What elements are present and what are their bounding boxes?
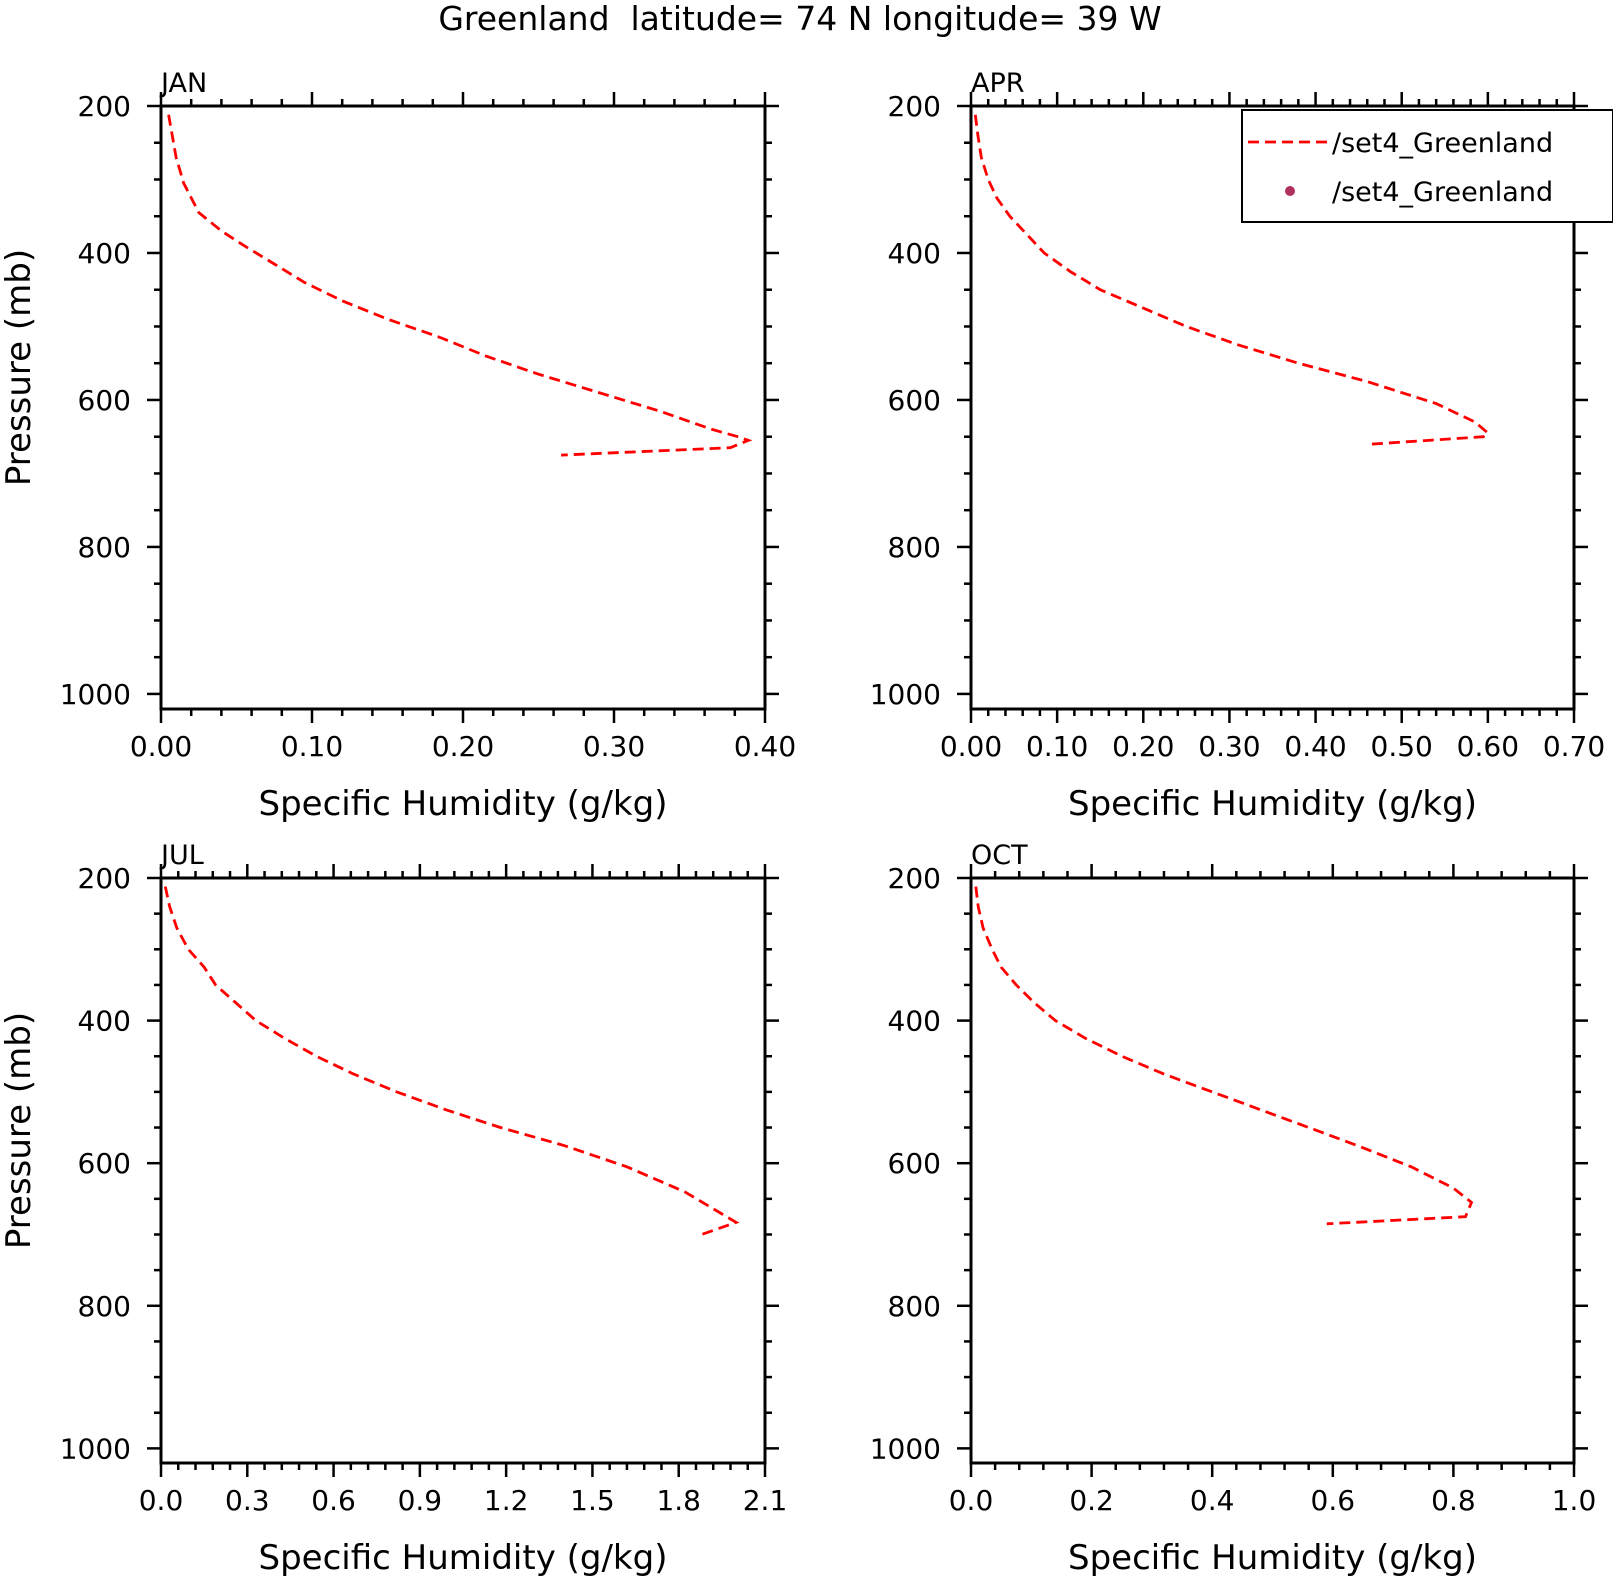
data-line (974, 886, 1474, 1226)
panel-title: OCT (971, 840, 1028, 871)
x-tick-label: 0.8 (1431, 1484, 1476, 1517)
x-tick-label: 1.8 (656, 1484, 701, 1517)
y-tick-label: 1000 (870, 678, 941, 711)
y-tick-label: 1000 (870, 1432, 941, 1465)
x-tick-label: 0.00 (130, 730, 192, 763)
data-line (973, 114, 1491, 446)
legend-entry-dot-label: /set4_Greenland (1332, 177, 1553, 208)
figure-title: Greenland latitude= 74 N longitude= 39 W (438, 0, 1161, 38)
x-tick-label: 0.6 (311, 1484, 356, 1517)
x-tick-label: 1.2 (484, 1484, 529, 1517)
y-tick-label: 400 (78, 237, 131, 270)
y-axis-title: Pressure (mb) (0, 1012, 39, 1249)
x-tick-label: 0.50 (1371, 730, 1433, 763)
legend-dot-swatch (1285, 186, 1295, 196)
legend: /set4_Greenland /set4_Greenland (1241, 109, 1613, 223)
x-tick-label: 0.30 (1198, 730, 1260, 763)
y-tick-label: 600 (888, 1147, 941, 1180)
x-tick-label: 0.10 (1026, 730, 1088, 763)
y-tick-label: 600 (888, 384, 941, 417)
chart-panel-jul: JUL 0.0 0.3 0.6 0.9 1.2 1.5 1.8 2.1 200 400 600 800 1… (0, 840, 787, 1578)
y-tick-label: 800 (888, 531, 941, 564)
x-axis-title: Specific Humidity (g/kg) (259, 1538, 668, 1578)
x-tick-label: 0.20 (432, 730, 494, 763)
x-tick-label: 0.70 (1543, 730, 1605, 763)
x-axis-title: Specific Humidity (g/kg) (1068, 784, 1477, 824)
y-tick-label: 800 (888, 1290, 941, 1323)
x-tick-label: 0.30 (583, 730, 645, 763)
chart-panel-apr: APR 0.00 0.10 0.20 0.30 0.40 0.50 0.60 0.70 200 40… (870, 68, 1605, 824)
legend-box (1241, 109, 1613, 223)
x-tick-label: 0.3 (225, 1484, 270, 1517)
y-axis-title: Pressure (mb) (0, 249, 39, 486)
y-tick-label: 200 (888, 862, 941, 895)
chart-panel-oct: OCT 0.0 0.2 0.4 0.6 0.8 1.0 200 400 600 800 1000 Spe… (870, 840, 1597, 1578)
x-tick-label: 0.40 (734, 730, 796, 763)
y-tick-label: 600 (78, 1147, 131, 1180)
x-axis-title: Specific Humidity (g/kg) (259, 784, 668, 824)
data-line (163, 886, 740, 1236)
x-tick-label: 0.2 (1069, 1484, 1114, 1517)
x-tick-label: 1.0 (1552, 1484, 1597, 1517)
x-tick-label: 0.9 (398, 1484, 443, 1517)
x-axis-title: Specific Humidity (g/kg) (1068, 1538, 1477, 1578)
x-tick-label: 0.4 (1190, 1484, 1235, 1517)
plot-frame (159, 876, 767, 1465)
x-tick-label: 0.10 (281, 730, 343, 763)
y-tick-label: 400 (888, 237, 941, 270)
legend-entry-line-label: /set4_Greenland (1332, 128, 1553, 159)
panel-title: JUL (159, 840, 204, 871)
x-tick-label: 0.0 (139, 1484, 184, 1517)
y-tick-label: 400 (78, 1005, 131, 1038)
data-line (167, 114, 753, 457)
y-tick-label: 1000 (60, 678, 131, 711)
x-tick-label: 2.1 (743, 1484, 788, 1517)
x-tick-label: 0.60 (1457, 730, 1519, 763)
x-tick-label: 0.40 (1284, 730, 1346, 763)
y-tick-label: 200 (78, 862, 131, 895)
x-tick-label: 0.20 (1112, 730, 1174, 763)
x-tick-label: 1.5 (570, 1484, 615, 1517)
panel-title: APR (971, 68, 1025, 99)
x-tick-label: 0.00 (940, 730, 1002, 763)
y-tick-label: 1000 (60, 1432, 131, 1465)
plot-frame (969, 876, 1576, 1465)
chart-panel-jan: JAN 0.00 0.10 0.20 0.30 0.40 200 400 600 800 1000 S… (0, 68, 796, 824)
panel-title: JAN (159, 68, 207, 99)
panel-grid: JAN 0.00 0.10 0.20 0.30 0.40 200 400 600 800 1000 S… (0, 68, 1605, 1578)
x-tick-label: 0.0 (949, 1484, 994, 1517)
x-tick-label: 0.6 (1311, 1484, 1356, 1517)
y-tick-label: 800 (78, 531, 131, 564)
y-tick-label: 200 (78, 90, 131, 123)
plot-frame (969, 104, 1576, 711)
y-tick-label: 600 (78, 384, 131, 417)
y-tick-label: 800 (78, 1290, 131, 1323)
y-tick-label: 400 (888, 1005, 941, 1038)
y-tick-label: 200 (888, 90, 941, 123)
plot-frame (159, 104, 767, 711)
